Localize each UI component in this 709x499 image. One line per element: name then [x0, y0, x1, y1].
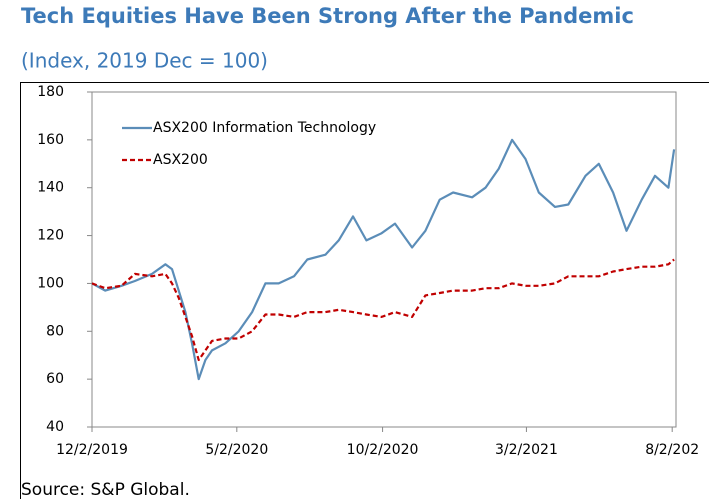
- series-line: [91, 258, 675, 362]
- series-line: [91, 138, 676, 381]
- y-tick-label: 140: [37, 180, 64, 196]
- chart-title: Tech Equities Have Been Strong After the…: [21, 4, 634, 28]
- legend-label: ASX200 Information Technology: [153, 120, 376, 136]
- y-tick-label: 120: [37, 228, 64, 244]
- frame: [20, 82, 709, 499]
- y-tick-label: 180: [37, 84, 64, 100]
- y-tick-label: 100: [37, 275, 64, 291]
- x-tick-label: 8/2/202: [645, 442, 699, 458]
- x-tick-label: 10/2/2020: [347, 442, 419, 458]
- y-tick-label: 80: [46, 323, 64, 339]
- x-tick-label: 3/2/2021: [495, 442, 558, 458]
- source-note: Source: S&P Global.: [21, 480, 190, 499]
- plot-area: [91, 91, 677, 428]
- x-tick-label: 5/2/2020: [205, 442, 268, 458]
- y-tick-label: 60: [46, 371, 64, 387]
- y-tick-label: 160: [37, 132, 64, 148]
- chart-subtitle: (Index, 2019 Dec = 100): [21, 49, 268, 73]
- legend-label: ASX200: [153, 152, 208, 168]
- y-tick-label: 40: [46, 419, 64, 435]
- x-tick-label: 12/2/2019: [56, 442, 128, 458]
